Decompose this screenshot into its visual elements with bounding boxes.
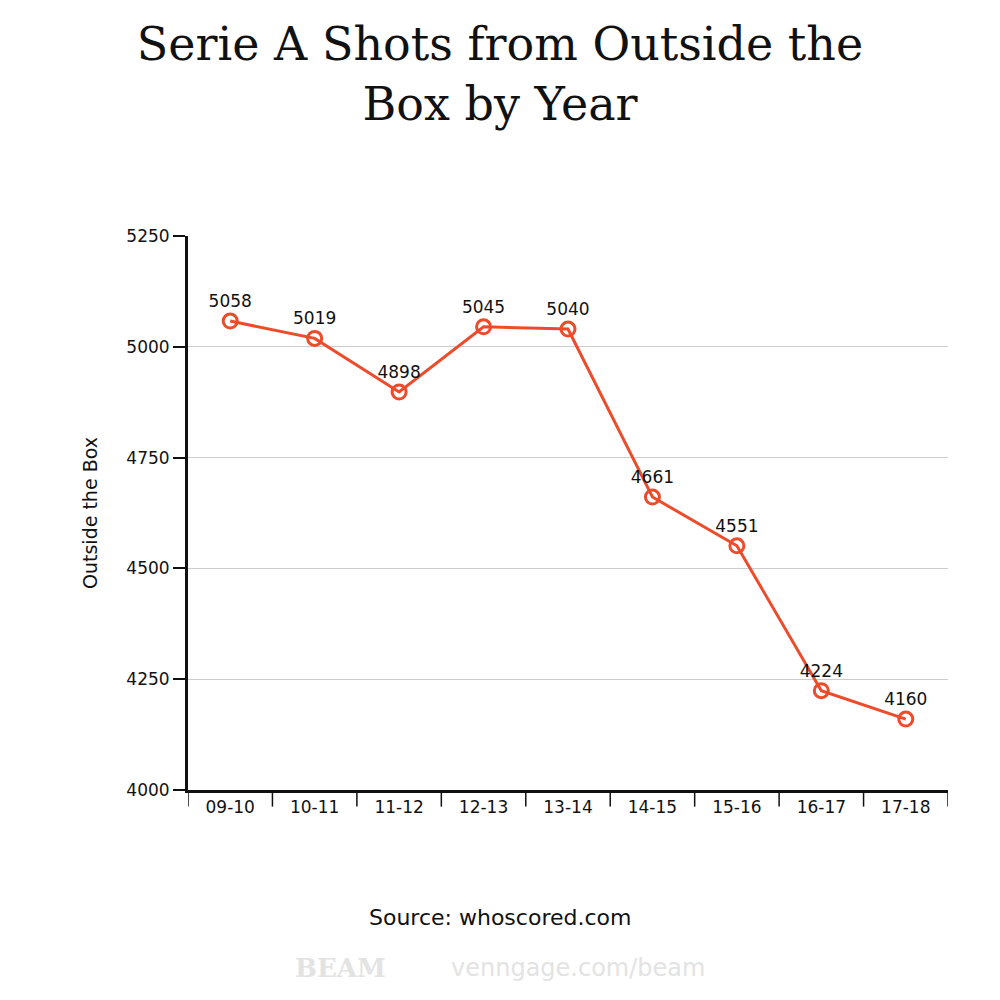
svg-text:Source: whoscored.com: Source: whoscored.com <box>369 905 631 930</box>
svg-text:4750: 4750 <box>126 448 169 468</box>
svg-text:Serie A Shots from Outside the: Serie A Shots from Outside theBox by Yea… <box>137 17 863 131</box>
svg-text:5000: 5000 <box>126 337 169 357</box>
svg-text:Outside the Box: Outside the Box <box>79 437 101 589</box>
svg-text:13-14: 13-14 <box>543 797 592 817</box>
svg-text:4250: 4250 <box>126 669 169 689</box>
svg-text:5019: 5019 <box>293 308 336 328</box>
svg-text:4224: 4224 <box>800 661 843 681</box>
svg-text:venngage.com/beam: venngage.com/beam <box>451 954 705 982</box>
svg-text:12-13: 12-13 <box>459 797 508 817</box>
svg-text:11-12: 11-12 <box>374 797 423 817</box>
svg-text:4160: 4160 <box>884 689 927 709</box>
svg-text:4898: 4898 <box>377 362 420 382</box>
svg-text:5040: 5040 <box>546 299 589 319</box>
svg-text:10-11: 10-11 <box>290 797 339 817</box>
svg-text:14-15: 14-15 <box>628 797 677 817</box>
svg-text:5058: 5058 <box>209 291 252 311</box>
svg-text:4551: 4551 <box>715 516 758 536</box>
svg-text:4661: 4661 <box>631 467 674 487</box>
svg-text:15-16: 15-16 <box>712 797 761 817</box>
svg-text:4500: 4500 <box>126 558 169 578</box>
svg-text:17-18: 17-18 <box>881 797 930 817</box>
svg-text:5250: 5250 <box>126 226 169 246</box>
svg-text:BEAM: BEAM <box>295 953 386 983</box>
svg-text:09-10: 09-10 <box>206 797 255 817</box>
svg-text:16-17: 16-17 <box>797 797 846 817</box>
svg-text:5045: 5045 <box>462 297 505 317</box>
svg-text:4000: 4000 <box>126 780 169 800</box>
